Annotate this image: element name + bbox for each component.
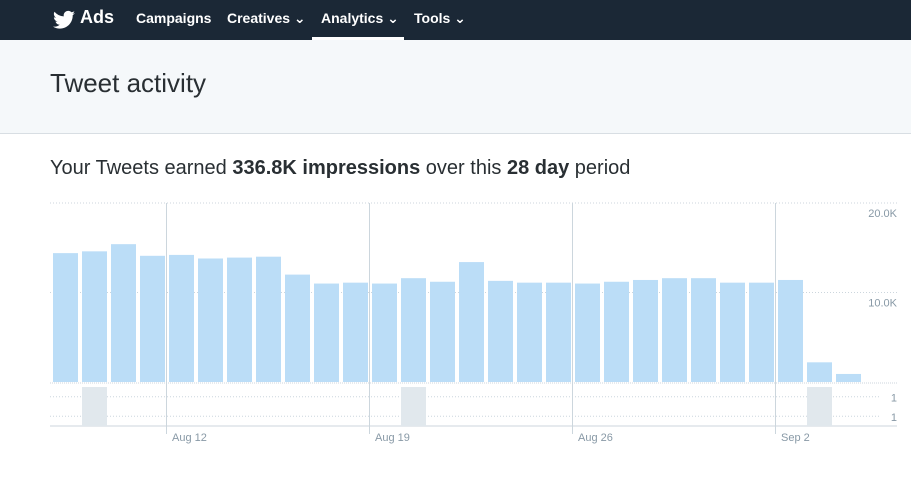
nav-label: Analytics	[321, 10, 384, 26]
tweet-bar	[807, 387, 832, 426]
bar	[140, 255, 165, 382]
x-tick-label: Aug 12	[172, 432, 207, 444]
bar	[691, 278, 716, 382]
bar	[343, 282, 368, 382]
nav-item[interactable]: Tools ⌄	[414, 10, 466, 26]
bar	[169, 254, 194, 382]
x-tick-label: Sep 2	[781, 432, 810, 444]
bar	[82, 251, 107, 382]
bar	[546, 282, 571, 382]
bar	[430, 281, 455, 382]
bar	[111, 244, 136, 382]
bar	[285, 274, 310, 382]
summary-impressions: 336.8K impressions	[232, 157, 421, 179]
y-tick-label: 10.0K	[868, 297, 897, 309]
bar	[575, 283, 600, 382]
bar	[720, 282, 745, 382]
summary-period: 28 day	[506, 157, 570, 179]
bar	[778, 279, 803, 382]
bar	[227, 257, 252, 382]
bar	[517, 282, 542, 382]
bar	[372, 283, 397, 382]
nav-item[interactable]: Creatives ⌄	[227, 10, 306, 26]
x-tick-label: Aug 26	[578, 432, 613, 444]
summary-text: period	[574, 157, 631, 179]
tweet-bar	[401, 387, 426, 426]
y2-tick-label: 1	[891, 393, 897, 405]
bar	[459, 262, 484, 382]
twitter-logo	[53, 10, 75, 29]
bar	[633, 279, 658, 382]
y-tick-label: 20.0K	[868, 208, 897, 220]
bar	[256, 256, 281, 382]
bar	[198, 258, 223, 382]
nav-item[interactable]: Analytics ⌄	[321, 10, 399, 26]
nav-label: Tools	[414, 10, 451, 26]
nav-label: Creatives	[227, 10, 291, 26]
bar	[836, 373, 861, 382]
bar	[604, 281, 629, 382]
x-tick-label: Aug 19	[375, 432, 410, 444]
bar	[314, 283, 339, 382]
bar	[807, 362, 832, 382]
bar	[749, 282, 774, 382]
top-nav: Ads Campaigns Creatives ⌄ Analytics ⌄ To…	[0, 0, 911, 40]
brand[interactable]: Ads	[80, 7, 115, 27]
summary-text: Your Tweets earned	[50, 157, 227, 179]
bar	[488, 280, 513, 382]
bar	[662, 278, 687, 382]
header: Tweet activity	[0, 40, 911, 134]
y2-tick-label: 1	[891, 412, 897, 424]
bar	[53, 253, 78, 382]
page-title: Tweet activity	[50, 68, 207, 98]
summary-text: over this	[425, 157, 502, 179]
active-indicator	[312, 37, 404, 40]
summary: Your Tweets earned 336.8K impressions ov…	[50, 157, 630, 180]
nav-item[interactable]: Campaigns	[136, 10, 212, 26]
bar	[401, 278, 426, 382]
tweet-bar	[82, 387, 107, 426]
